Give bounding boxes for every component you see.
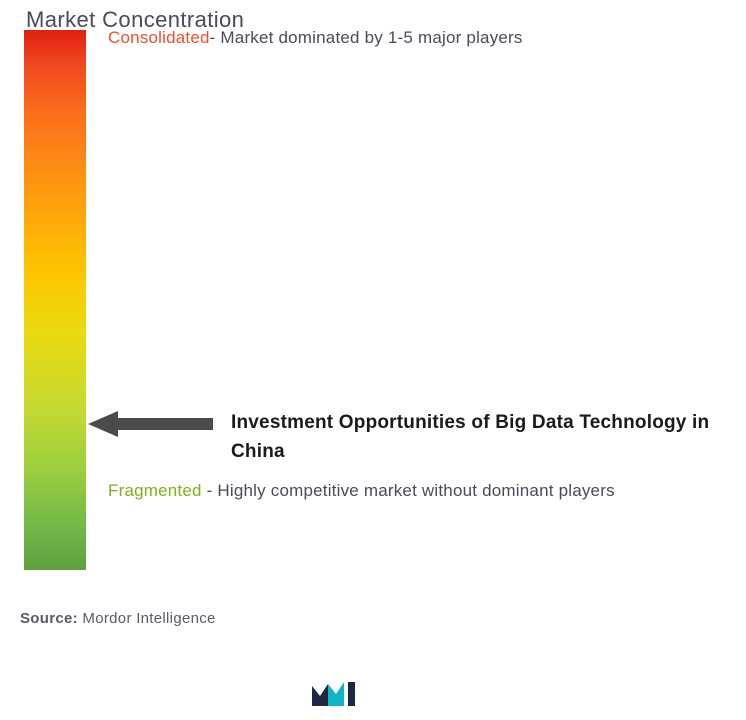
fragmented-desc: - Highly competitive market without domi… xyxy=(202,481,615,500)
consolidated-desc: - Market dominated by 1-5 major players xyxy=(210,28,523,47)
consolidated-label: Consolidated- Market dominated by 1-5 ma… xyxy=(108,28,523,48)
fragmented-term: Fragmented xyxy=(108,481,202,500)
mordor-logo-icon xyxy=(310,678,360,715)
pointer-title: Investment Opportunities of Big Data Tec… xyxy=(231,409,741,466)
concentration-gradient-bar xyxy=(24,30,86,570)
pointer-arrow xyxy=(88,411,213,437)
source-value: Mordor Intelligence xyxy=(78,610,216,627)
source-label: Source: xyxy=(20,610,78,627)
source-line: Source: Mordor Intelligence xyxy=(20,610,216,627)
fragmented-label: Fragmented - Highly competitive market w… xyxy=(108,474,628,509)
consolidated-term: Consolidated xyxy=(108,28,210,47)
